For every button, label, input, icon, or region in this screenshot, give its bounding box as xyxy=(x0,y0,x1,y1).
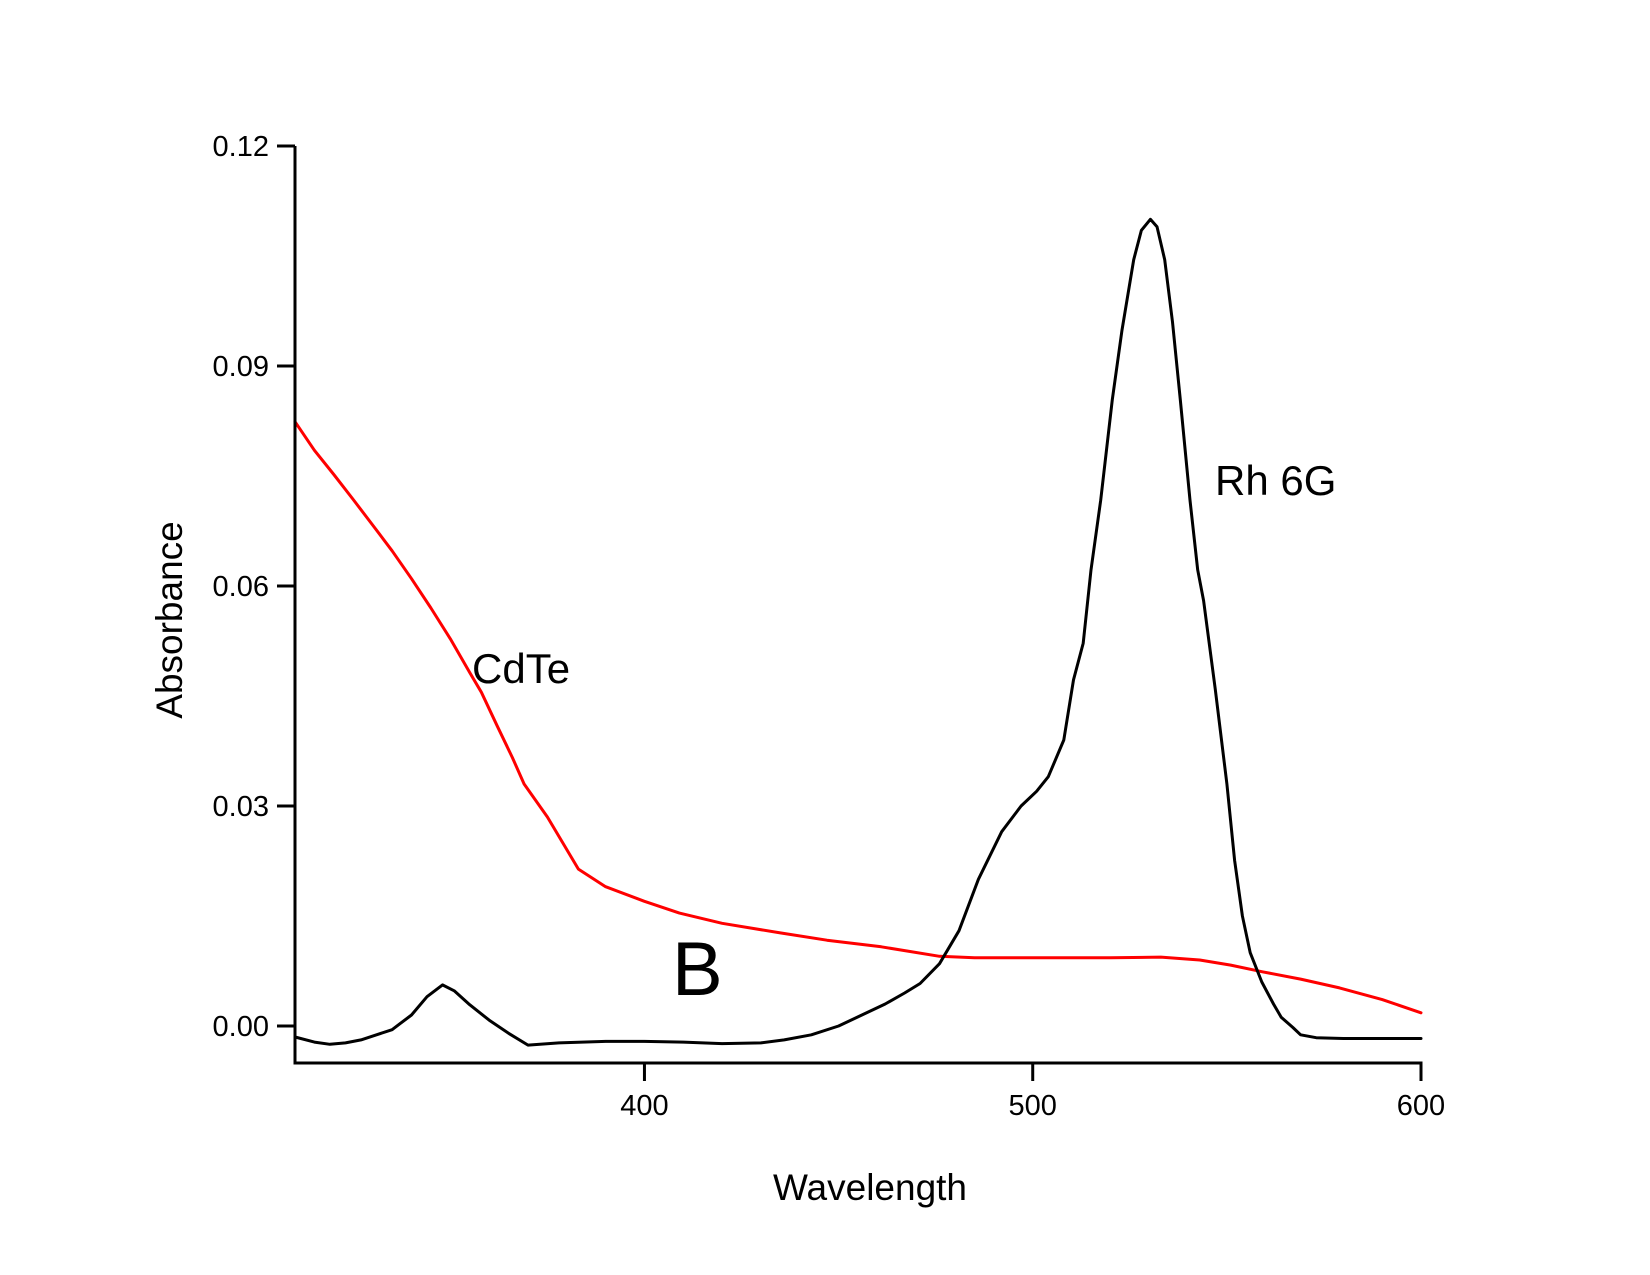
y-tick-label: 0.09 xyxy=(213,351,269,383)
y-axis-title: Absorbance xyxy=(149,521,190,718)
series-line-cdte xyxy=(293,420,1423,1015)
annotation-cdte: CdTe xyxy=(472,645,570,692)
x-ticks: 400 500 600 xyxy=(620,1063,1445,1122)
axes: 0.00 0.03 0.06 0.09 0.12 400 500 600 xyxy=(213,131,1446,1122)
x-tick-label: 600 xyxy=(1397,1090,1445,1122)
y-tick-label: 0.12 xyxy=(213,131,269,163)
y-tick-label: 0.06 xyxy=(213,571,269,603)
y-tick-label: 0.03 xyxy=(213,791,269,823)
x-tick-label: 400 xyxy=(620,1090,668,1122)
x-axis-title: Wavelength xyxy=(773,1167,967,1208)
y-ticks: 0.00 0.03 0.06 0.09 0.12 xyxy=(213,131,295,1043)
y-tick-label: 0.00 xyxy=(213,1011,269,1043)
series-line-rh-6g xyxy=(293,217,1423,1047)
plot-series xyxy=(293,217,1423,1047)
annotation-rh6g: Rh 6G xyxy=(1215,457,1336,504)
x-tick-label: 500 xyxy=(1009,1090,1057,1122)
panel-label: B xyxy=(672,927,723,1012)
